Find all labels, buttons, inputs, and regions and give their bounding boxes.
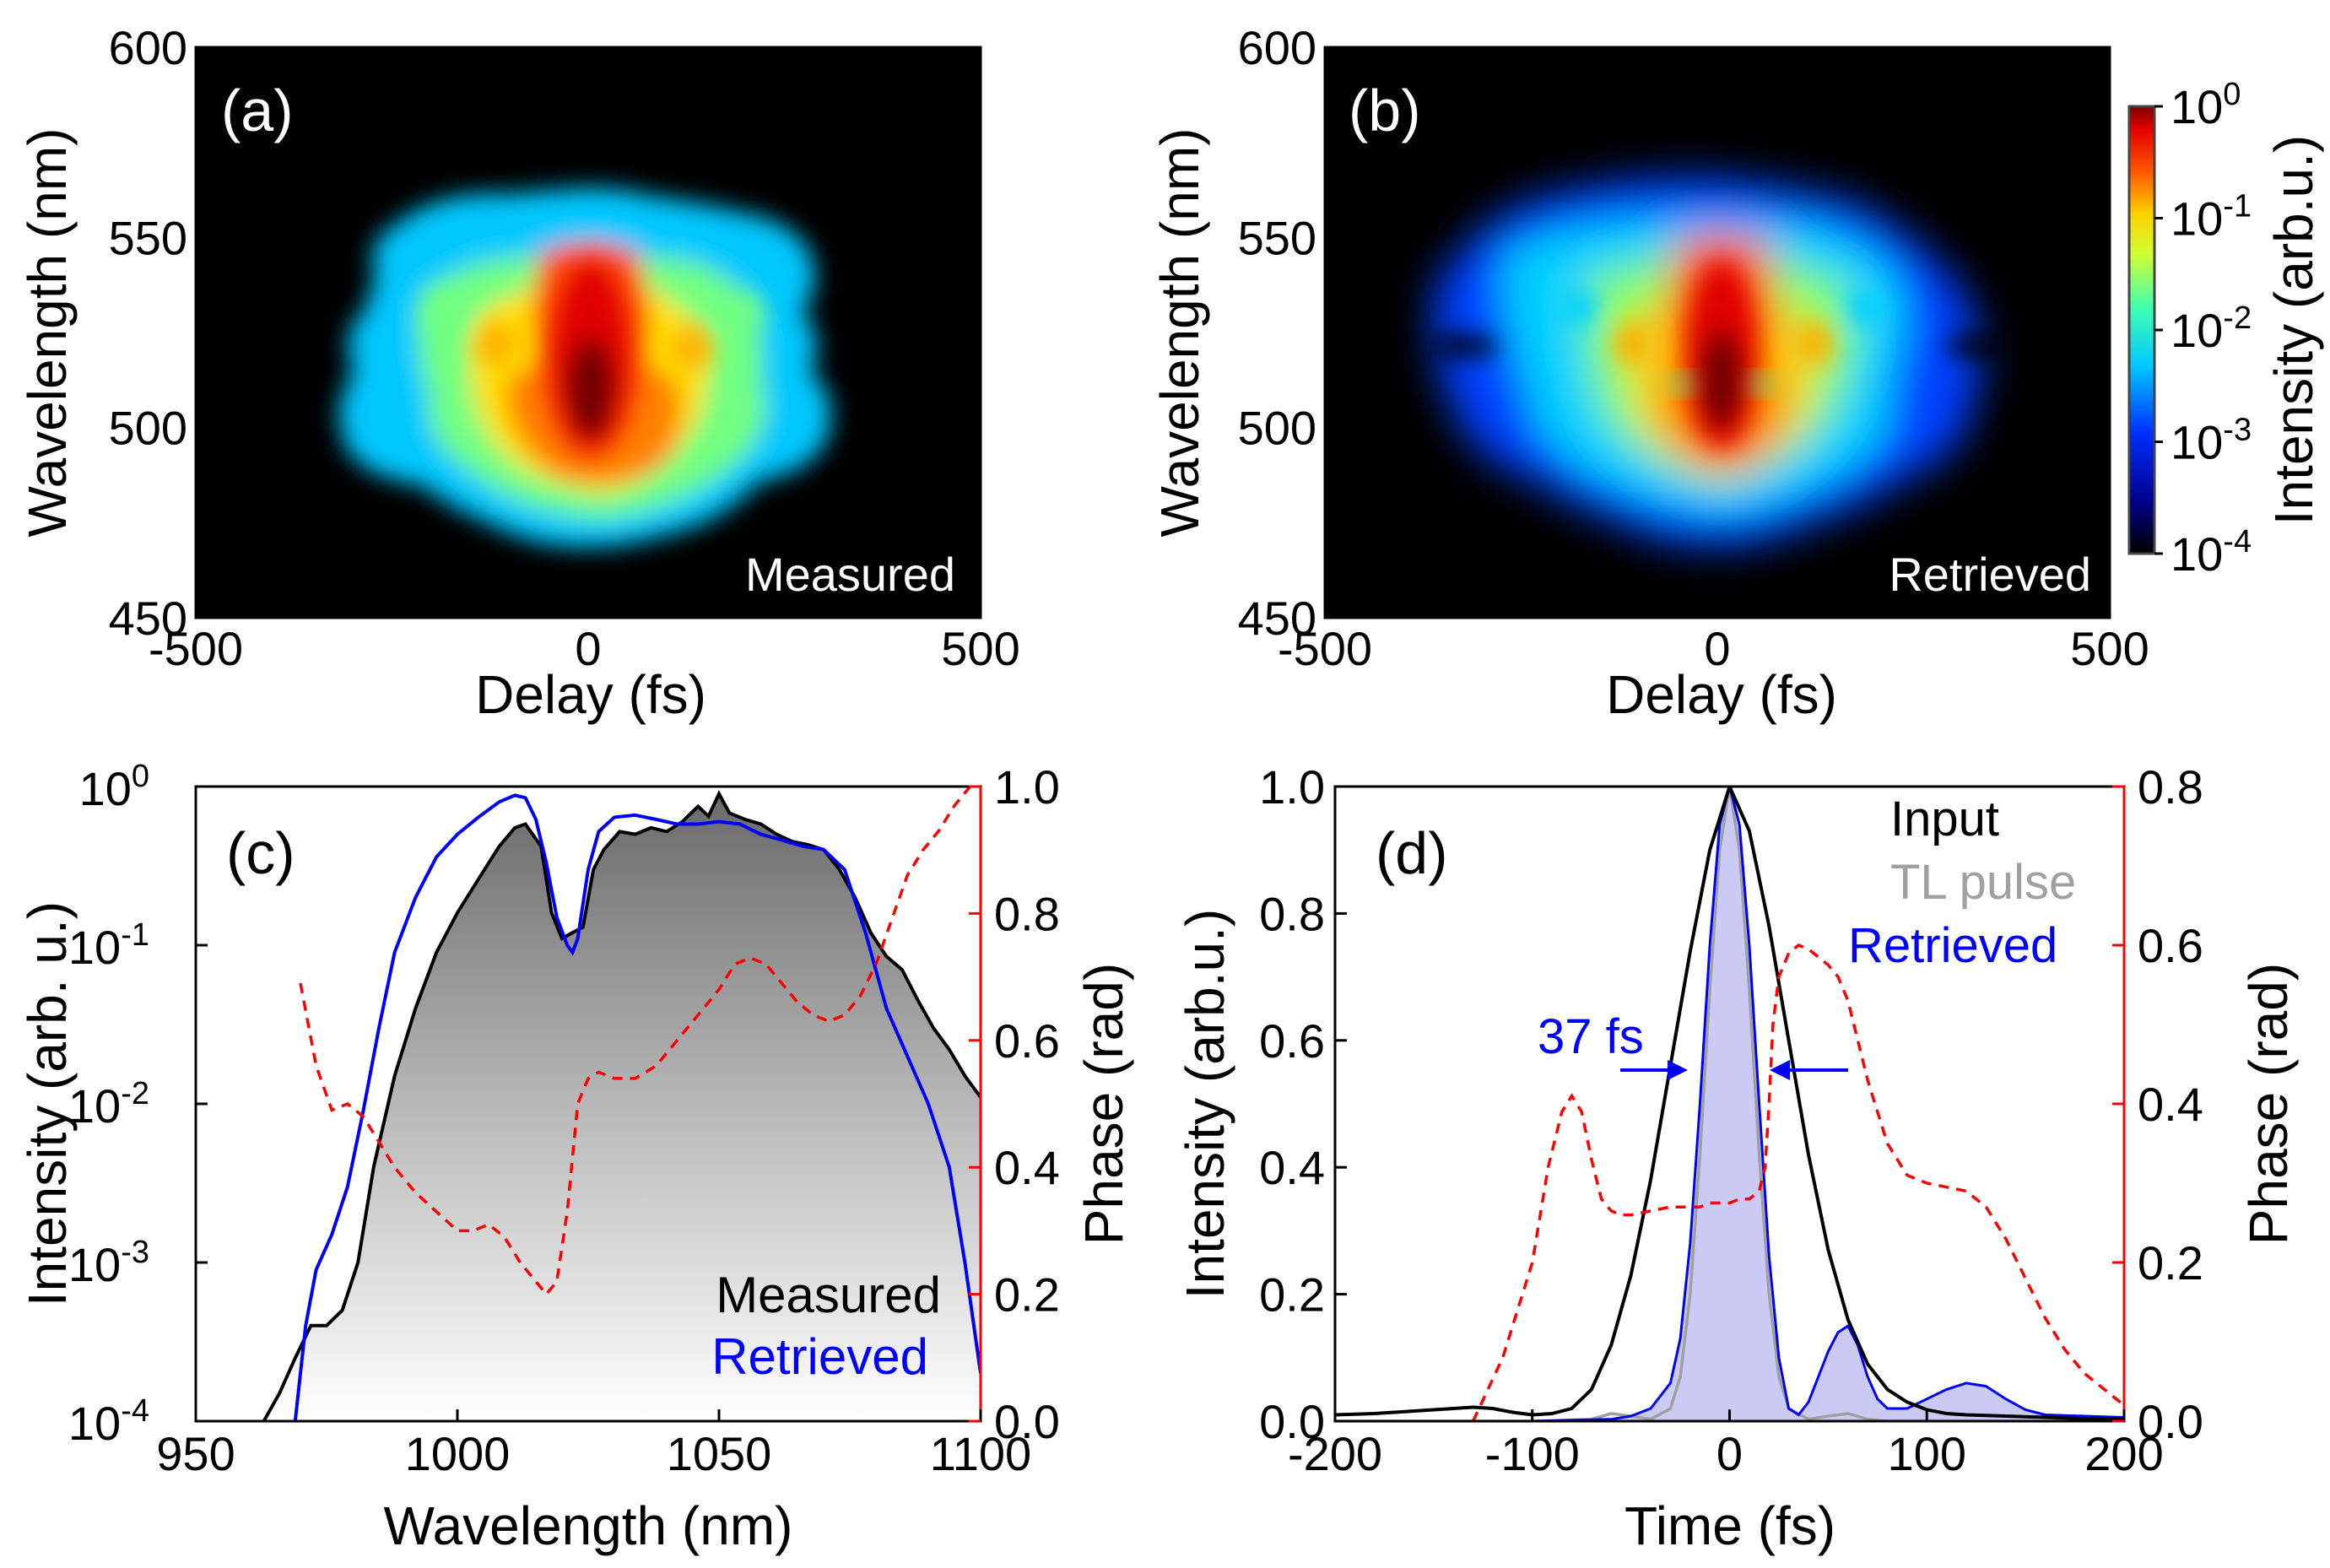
x-tick-label: -100	[1485, 1427, 1580, 1480]
fwhm-right-arrow	[1770, 1060, 1848, 1080]
y2-tick-label: 0.8	[994, 887, 1060, 940]
y-tick-label: 0.4	[1259, 1141, 1325, 1194]
spectral-phase-line	[299, 787, 971, 1297]
y2-tick-label: 0.8	[2138, 760, 2203, 814]
colorbar	[2127, 105, 2156, 555]
colorbar-tick-label: 10-3	[2171, 413, 2252, 469]
measured-spectrum-line	[262, 790, 981, 1421]
x-tick-label: 200	[2084, 1427, 2163, 1480]
y-tick-label: 600	[1238, 21, 1316, 74]
x-axis-label-d: Time (fs)	[1625, 1495, 1835, 1556]
y2-tick-label: 0.0	[2138, 1395, 2203, 1448]
colorbar-tick-label: 100	[2171, 77, 2241, 133]
legend-tl-pulse: TL pulse	[1890, 855, 2076, 910]
y2-tick-label: 0.4	[994, 1141, 1060, 1194]
colorbar-tick-label: 10-1	[2171, 189, 2252, 246]
y-tick-label: 450	[1238, 592, 1316, 645]
y-tick-label: 10-2	[68, 1076, 149, 1133]
x-tick-label: 500	[2070, 622, 2149, 675]
tl-pulse-line	[1335, 787, 2124, 1421]
y-tick-label: 550	[1238, 211, 1316, 264]
retrieved-pulse-line	[1335, 787, 2124, 1421]
y2-tick-label: 0.2	[2138, 1236, 2203, 1290]
y-tick-label: 0.8	[1259, 887, 1325, 940]
x-tick-label: 1050	[667, 1427, 772, 1480]
x-tick-label: 950	[156, 1427, 235, 1480]
y-axis-label-b: Wavelength (nm)	[1149, 128, 1210, 538]
y2-tick-label: 0.6	[2138, 919, 2203, 972]
x-tick-label: 1000	[405, 1427, 511, 1480]
measured-label-a: Measured	[745, 548, 955, 601]
y-tick-label: 10-3	[68, 1235, 149, 1291]
y-axis-label-c: Intensity (arb. u.)	[17, 901, 78, 1306]
legend-input: Input	[1890, 792, 1999, 846]
temporal-phase-line	[1472, 943, 2124, 1421]
panel-label-c: (c)	[226, 820, 295, 886]
x-tick-label: -200	[1288, 1427, 1382, 1480]
y-tick-label: 600	[109, 21, 187, 74]
y-tick-label: 0.6	[1259, 1014, 1325, 1068]
colorbar-ticks: 100 10-1 10-2 10-3 10-4	[2154, 77, 2252, 581]
y-tick-label: 500	[1238, 402, 1316, 455]
retrieved-spectrum-line	[293, 793, 981, 1421]
x-tick-label: 100	[1888, 1427, 1966, 1480]
heatmap-a-image	[339, 187, 831, 548]
y-axis-label-a: Wavelength (nm)	[17, 128, 78, 538]
y2-axis-label-c: Phase (rad)	[1073, 963, 1134, 1245]
fwhm-left-arrow	[1620, 1060, 1688, 1080]
x-tick-label: 0	[575, 622, 601, 675]
panel-b: -500 0 500 450 500 550 600 (b) Retrieved Delay…	[1149, 21, 2324, 725]
colorbar-tick-label: 10-2	[2171, 300, 2252, 357]
colorbar-label: Intensity (arb.u.)	[2263, 135, 2324, 525]
measured-spectrum-fill	[263, 793, 981, 1421]
panel-c: 950 1000 1050 1100 100 10-1 10-2 10-3 10-4 0.0 0.2…	[17, 759, 1134, 1556]
colorbar-tick-label: 10-4	[2171, 524, 2252, 581]
axes-d: -200 -100 0 100 2000.00.20.40.60.81.00.00.20…	[1259, 760, 2203, 1480]
input-pulse-line	[1335, 787, 2124, 1421]
x-axis-label-c: Wavelength (nm)	[384, 1495, 793, 1556]
x-axis-label-a: Delay (fs)	[475, 664, 706, 725]
panel-d: -200 -100 0 100 2000.00.20.40.60.81.00.00.20…	[1175, 760, 2299, 1556]
y2-tick-label: 0.4	[2138, 1078, 2203, 1131]
x-tick-label: 0	[1716, 1427, 1743, 1480]
y2-tick-label: 0.6	[994, 1014, 1060, 1068]
legend-retrieved-d: Retrieved	[1848, 918, 2057, 973]
heatmap-b-image	[1430, 176, 2013, 548]
y-tick-label: 10-1	[68, 917, 149, 974]
panel-a: -500 0 500 450 500 550 600 (a) Measured Delay …	[17, 21, 1020, 725]
y-tick-label: 550	[109, 211, 187, 264]
axes-b: -500 0 500 450 500 550 600	[1238, 21, 2149, 675]
y-tick-label: 500	[109, 402, 187, 455]
y-tick-label: 1.0	[1259, 760, 1325, 814]
y-tick-label: 0.0	[1259, 1395, 1325, 1448]
panel-label-b: (b)	[1349, 78, 1421, 143]
x-tick-label: -500	[149, 622, 243, 675]
y-tick-label: 0.2	[1259, 1268, 1325, 1322]
retrieved-pulse-fill	[1335, 787, 2124, 1421]
x-tick-label: 0	[1704, 622, 1730, 675]
y2-tick-label: 1.0	[994, 760, 1060, 814]
y-tick-label: 10-4	[68, 1393, 149, 1450]
axes-c: 950 1000 1050 1100 100 10-1 10-2 10-3 10-4 0.0 0.2…	[68, 759, 1060, 1480]
y2-tick-label: 0.2	[994, 1268, 1060, 1322]
x-axis-label-b: Delay (fs)	[1606, 664, 1837, 725]
y2-tick-label: 0.0	[994, 1395, 1060, 1448]
fwhm-annotation: 37 fs	[1538, 1009, 1644, 1064]
legend-measured: Measured	[716, 1267, 941, 1323]
retrieved-label-b: Retrieved	[1889, 548, 2091, 601]
panel-label-a: (a)	[221, 78, 294, 143]
axes-a: -500 0 500 450 500 550 600	[109, 21, 1020, 675]
y-tick-label: 100	[79, 759, 149, 815]
legend-retrieved: Retrieved	[711, 1328, 928, 1385]
y2-axis-label-d: Phase (rad)	[2238, 963, 2299, 1245]
x-tick-label: -500	[1278, 622, 1372, 675]
panel-label-d: (d)	[1376, 820, 1448, 886]
x-tick-label: 500	[941, 622, 1019, 675]
y-tick-label: 450	[109, 592, 187, 645]
x-tick-label: 1100	[930, 1427, 1031, 1480]
y-axis-label-d: Intensity (arb.u.)	[1175, 909, 1235, 1299]
